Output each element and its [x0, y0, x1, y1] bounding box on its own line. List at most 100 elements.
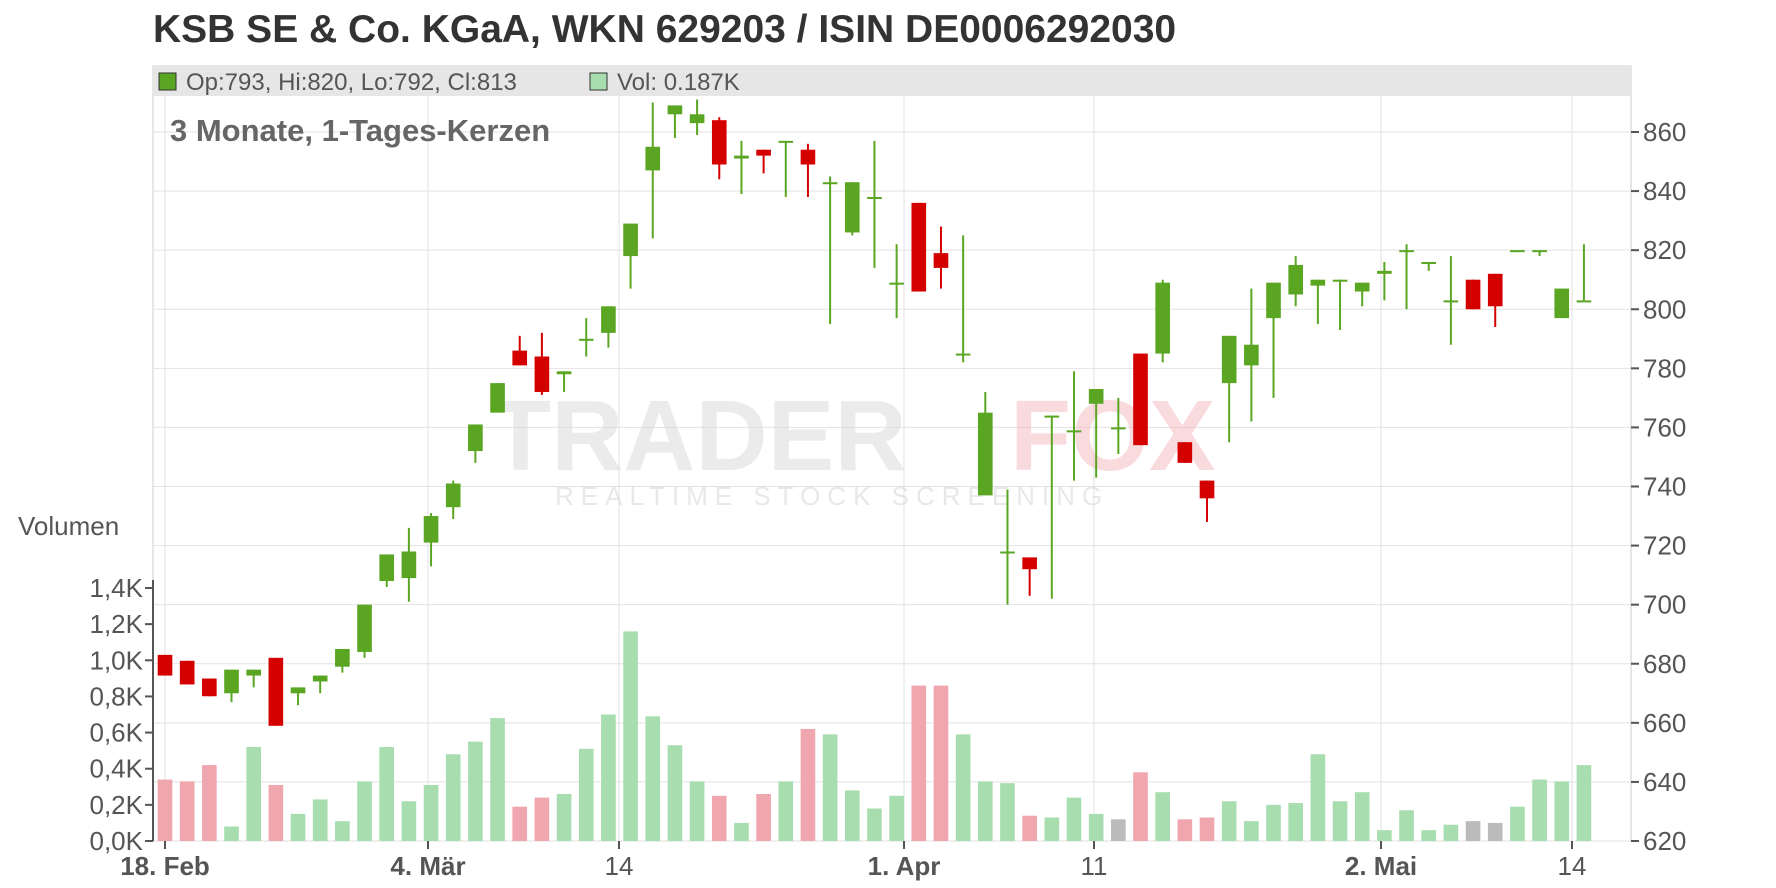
candle-body [556, 371, 572, 375]
candle-body [1421, 261, 1437, 264]
candle-body [445, 483, 461, 508]
price-tick-label: 620 [1643, 826, 1686, 856]
volume-bar [179, 781, 195, 841]
legend-swatch-volume [589, 72, 608, 91]
legend-bar: Op:793, Hi:820, Lo:792, Cl:813 Vol: 0.18… [153, 66, 1631, 96]
volume-bar [822, 734, 838, 841]
volume-bar [1111, 819, 1126, 841]
candle-body [357, 604, 372, 652]
volume-bar [667, 745, 683, 841]
volume-tick-label: 0,8K [90, 681, 144, 711]
volume-bar [1554, 781, 1570, 841]
volume-bar [202, 765, 217, 841]
candle-body [911, 202, 927, 292]
grid [153, 96, 1631, 842]
volume-bar [379, 747, 395, 841]
candle-body [977, 412, 993, 496]
volume-bar [1510, 806, 1525, 841]
candle-body [468, 424, 483, 452]
candle-body [157, 654, 173, 676]
price-tick-label: 740 [1643, 472, 1686, 502]
price-tick-label: 640 [1643, 767, 1686, 797]
volume-bar [933, 685, 949, 841]
candle-body [224, 669, 239, 694]
volume-tick-label: 1,2K [90, 609, 144, 639]
volume-bar [578, 748, 594, 841]
price-tick-label: 800 [1643, 294, 1686, 324]
candle-body [756, 149, 771, 156]
volume-bar [1576, 765, 1592, 841]
candle-body [335, 648, 350, 667]
candle-body [512, 350, 528, 366]
candle-body [1399, 250, 1414, 253]
volume-bar [889, 795, 904, 841]
candle-body [1332, 279, 1348, 282]
volume-axis-label: Volumen [18, 511, 119, 541]
volume-bar [1443, 824, 1459, 841]
volume-bar [268, 784, 284, 841]
volume-bar [1332, 801, 1348, 841]
volume-bar [1244, 821, 1259, 841]
candle-body [711, 120, 727, 165]
candle-body [578, 338, 594, 341]
volume-bar [445, 754, 461, 841]
candle-body [889, 282, 904, 285]
candle-body [1244, 344, 1259, 366]
volume-bar [1377, 830, 1392, 841]
volume-bar [357, 781, 372, 841]
volume-bar [468, 741, 483, 841]
date-tick-label: 11 [1081, 851, 1108, 881]
volume-bar [623, 631, 638, 841]
date-tick-label: 14 [1558, 851, 1587, 881]
candle-body [1443, 300, 1459, 303]
candle-body [955, 353, 971, 356]
volume-bar [1177, 819, 1193, 841]
candle-body [1554, 288, 1570, 319]
price-tick-label: 860 [1643, 117, 1686, 147]
volume-bar [734, 822, 749, 841]
volume-bar [955, 734, 971, 841]
candle-body [1155, 282, 1170, 354]
chart-subtitle: 3 Monate, 1-Tages-Kerzen [170, 113, 550, 148]
candle-body [667, 105, 683, 115]
volume-bar [534, 797, 550, 841]
candle-body [246, 669, 261, 676]
watermark-brand: TRADER [490, 380, 907, 492]
candle-body [423, 516, 439, 543]
candle-body [534, 356, 550, 392]
volume-bar [778, 781, 794, 841]
watermark-tagline: REALTIME STOCK SCREENING [555, 481, 1109, 511]
volume-bar [556, 794, 572, 841]
volume-tick-label: 0,4K [90, 754, 144, 784]
volume-bar [1487, 822, 1503, 841]
volume-bar [490, 718, 505, 841]
volume-bar [800, 728, 816, 841]
volume-bar [157, 779, 173, 841]
candle-body [689, 114, 705, 124]
volume-bars [157, 631, 1592, 841]
volume-axis: 0,0K 0,2K 0,4K 0,6K 0,8K 1,0K 1,2K 1,4K [90, 573, 154, 856]
candle-body [1310, 279, 1326, 286]
volume-bar [1088, 813, 1104, 841]
price-tick-label: 780 [1643, 353, 1686, 383]
date-tick-label: 14 [605, 851, 634, 881]
volume-bar [224, 826, 239, 841]
volume-bar [512, 806, 528, 841]
candle-body [623, 223, 638, 257]
date-tick-label: 1. Apr [868, 851, 941, 881]
candle-body [1066, 430, 1082, 433]
candle-body [822, 182, 838, 185]
candle-body [1487, 273, 1503, 307]
candle-body [312, 675, 328, 682]
volume-bar [844, 790, 860, 841]
candlesticks [157, 99, 1592, 726]
volume-bar [1465, 821, 1481, 841]
volume-bar [1221, 801, 1237, 841]
candle-body [1288, 264, 1304, 295]
volume-bar [1532, 779, 1547, 841]
volume-tick-label: 0,0K [90, 826, 144, 856]
volume-bar [756, 794, 771, 841]
volume-tick-label: 0,6K [90, 718, 144, 748]
volume-bar [335, 821, 350, 841]
